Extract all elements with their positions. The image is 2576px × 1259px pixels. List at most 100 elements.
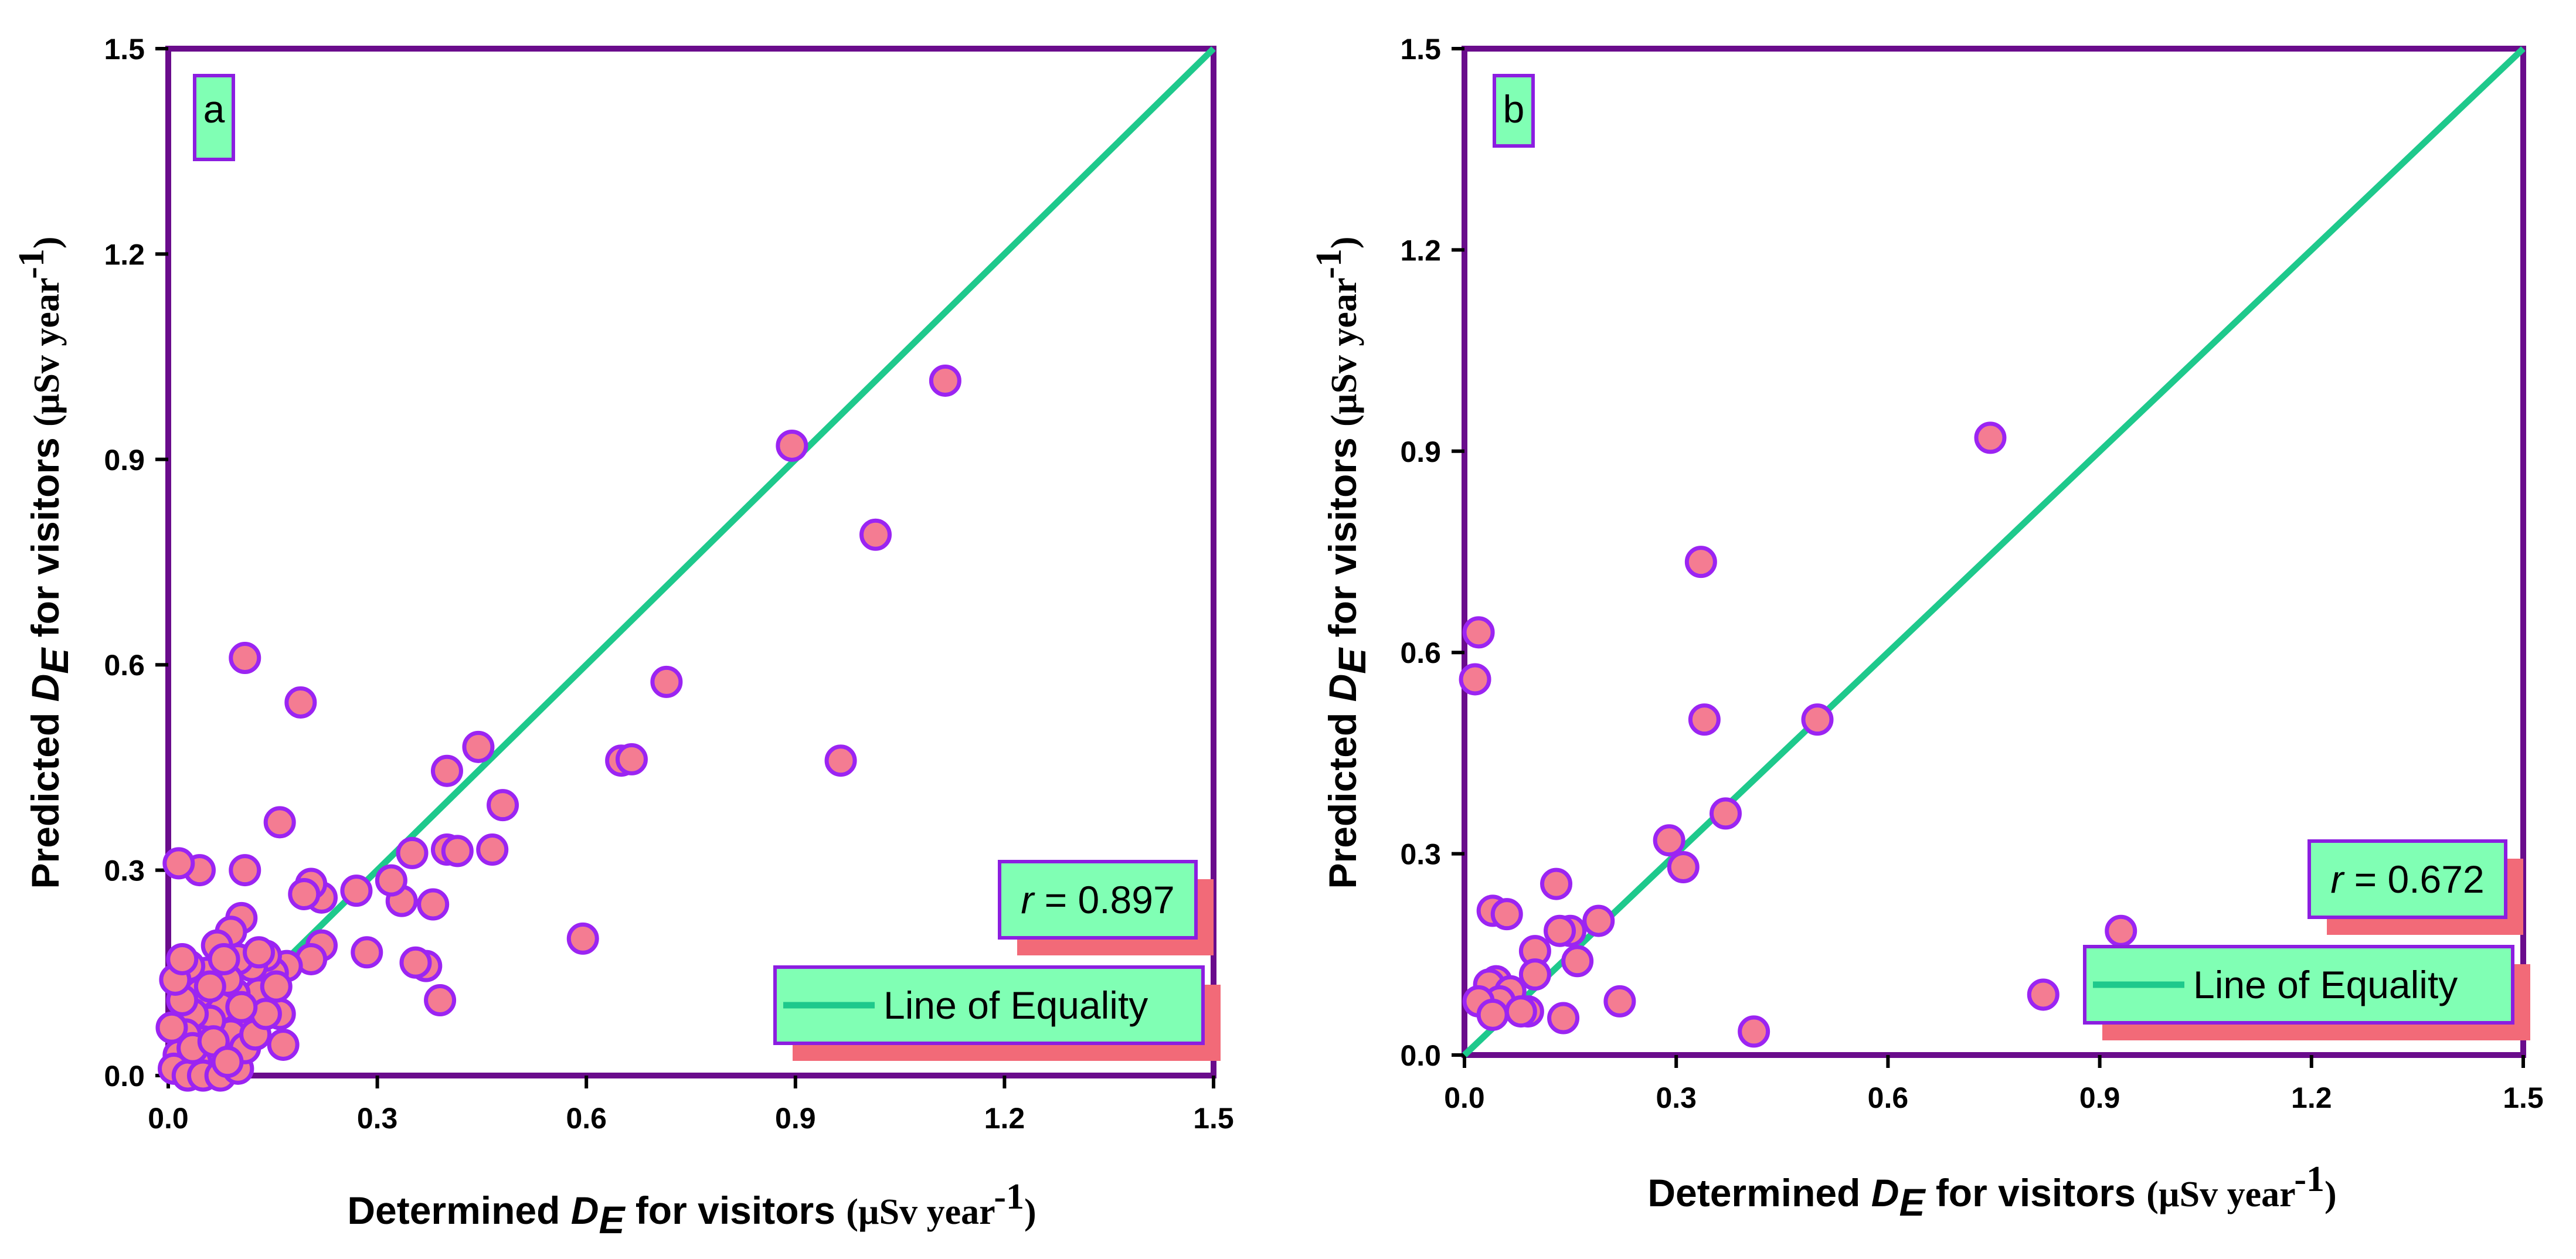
x-label-text: Determined	[347, 1189, 570, 1232]
data-point	[1504, 995, 1537, 1028]
line-of-equality	[1462, 46, 2526, 1057]
data-point	[1547, 1002, 1580, 1035]
data-point	[211, 1046, 244, 1078]
r-value: = 0.897	[1034, 878, 1174, 921]
data-point	[1603, 985, 1636, 1018]
data-point	[1653, 824, 1685, 857]
x-label-text: Determined	[1647, 1171, 1871, 1214]
y-label-subscript: E	[33, 647, 76, 674]
legend-label: Line of Equality	[883, 984, 1148, 1027]
data-point	[340, 875, 373, 907]
data-point	[776, 429, 808, 462]
line-of-equality	[166, 46, 1216, 1078]
x-label-symbol: D	[1871, 1171, 1899, 1214]
y-tick-label: 0.9	[1400, 435, 1441, 468]
data-point	[487, 789, 519, 822]
data-point	[424, 984, 457, 1017]
r-box	[2307, 839, 2507, 919]
y-tick-label: 1.5	[1400, 33, 1441, 66]
y-axis-label: Predicted DE for visitors (µSv year-1)	[1309, 237, 1374, 889]
y-label-symbol: D	[1321, 674, 1364, 702]
y-label-text: Predicted	[1321, 702, 1364, 889]
x-tick-label: 0.9	[775, 1102, 816, 1135]
data-point	[615, 743, 648, 775]
data-point	[430, 754, 463, 787]
plot-frame	[1462, 46, 2526, 1058]
r-value: = 0.672	[2343, 858, 2484, 901]
x-tick-label: 1.2	[984, 1102, 1025, 1135]
chart-panel-a: 0.0 0.3 0.6 0.9 1.2 1.5 0.0 0.3 0.6 0.9 1.2 1.5 a r =…	[12, 33, 1234, 1241]
data-point	[267, 1028, 300, 1061]
x-tick-label: 0.0	[1444, 1081, 1485, 1114]
data-point	[929, 364, 961, 397]
data-point	[462, 730, 495, 763]
data-point	[1688, 703, 1721, 736]
data-point	[225, 991, 258, 1023]
data-point	[166, 942, 199, 975]
data-point	[396, 836, 429, 869]
r-value-text: r = 0.672	[2330, 858, 2484, 901]
x-axis-label: Determined DE for visitors (µSv year-1)	[347, 1177, 1036, 1241]
data-point	[566, 922, 599, 955]
data-point	[260, 970, 293, 1003]
data-point	[399, 946, 432, 979]
data-point	[229, 854, 261, 887]
data-point	[1544, 914, 1576, 947]
data-point	[441, 835, 474, 867]
x-label-text: for visitors	[1925, 1171, 2146, 1214]
x-tick-label: 0.6	[1868, 1081, 1909, 1114]
legend-label: Line of Equality	[2193, 963, 2458, 1006]
y-tick-label: 1.2	[1400, 234, 1441, 267]
r-symbol: r	[1021, 878, 1035, 921]
x-tick-label: 1.2	[2291, 1081, 2332, 1114]
y-label-symbol: D	[23, 674, 67, 702]
data-point	[1684, 546, 1717, 579]
data-point	[1582, 904, 1615, 937]
r-box	[998, 860, 1198, 940]
data-point	[263, 806, 296, 839]
y-label-subscript: E	[1330, 647, 1374, 674]
data-point	[375, 864, 407, 897]
x-tick-label: 0.3	[1656, 1081, 1697, 1114]
data-point	[284, 686, 317, 719]
x-label-symbol: D	[571, 1189, 599, 1232]
panel-letter: b	[1503, 87, 1525, 131]
data-point	[1667, 850, 1700, 883]
panel-letter-box	[1493, 74, 1535, 148]
y-label-unit: (µSv year	[27, 278, 67, 427]
data-point	[1459, 663, 1491, 696]
y-label-exponent: -1	[1309, 249, 1349, 279]
data-point	[155, 1011, 188, 1044]
panel-letter: a	[203, 87, 225, 131]
y-tick-label: 0.0	[104, 1060, 145, 1093]
y-label-unit: )	[27, 237, 67, 249]
data-point	[859, 518, 892, 551]
data-point	[288, 877, 321, 910]
x-label-subscript: E	[1899, 1180, 1926, 1224]
data-point	[1476, 998, 1509, 1031]
y-tick-label: 0.3	[104, 855, 145, 887]
data-point	[1490, 898, 1523, 931]
data-point	[1462, 616, 1495, 649]
x-axis-label: Determined DE for visitors (µSv year-1)	[1647, 1159, 2336, 1224]
x-label-exponent: -1	[2294, 1159, 2324, 1199]
r-symbol: r	[2330, 858, 2345, 901]
data-point	[208, 942, 240, 975]
plot-frame	[165, 46, 1216, 1078]
x-label-unit: (µSv year	[846, 1192, 995, 1232]
y-tick-label: 0.3	[1400, 838, 1441, 871]
y-label-text: for visitors	[23, 427, 67, 648]
data-point	[2027, 978, 2060, 1011]
panel-letter-box	[193, 74, 235, 161]
data-point	[1518, 958, 1551, 991]
data-point	[476, 833, 509, 866]
y-tick-label: 0.6	[1400, 637, 1441, 669]
data-point	[2105, 914, 2137, 947]
data-point	[417, 888, 450, 921]
y-tick-label: 1.2	[104, 238, 145, 271]
x-label-subscript: E	[599, 1198, 626, 1241]
x-tick-label: 0.9	[2079, 1081, 2120, 1114]
y-label-unit: (µSv year	[1324, 278, 1364, 427]
data-point	[650, 665, 683, 698]
